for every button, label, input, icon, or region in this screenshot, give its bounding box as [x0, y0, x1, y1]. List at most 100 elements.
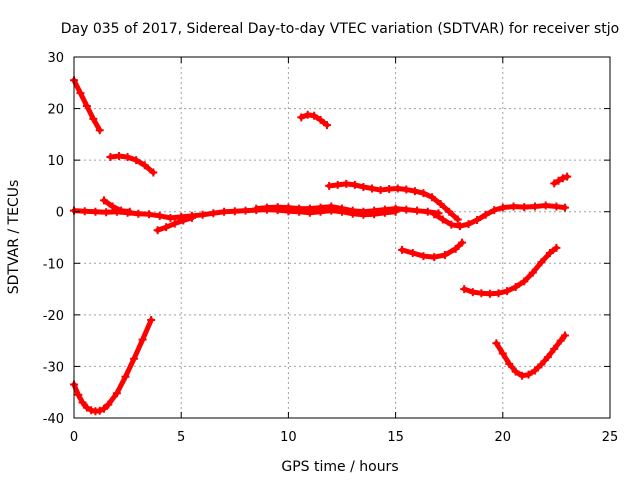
data-point — [220, 207, 229, 216]
data-point — [295, 204, 304, 213]
data-point — [541, 201, 550, 210]
data-point — [241, 206, 250, 215]
data-point — [297, 113, 306, 122]
y-tick-label: 20 — [47, 103, 64, 118]
data-point — [520, 277, 529, 286]
series-trace — [493, 332, 568, 379]
data-point — [518, 371, 527, 380]
data-point — [155, 211, 164, 220]
series-trace — [326, 181, 461, 222]
x-tick-label: 20 — [495, 430, 512, 445]
chart-title: Day 035 of 2017, Sidereal Day-to-day VTE… — [61, 21, 619, 37]
x-tick-label: 10 — [280, 430, 297, 445]
data-point — [316, 203, 325, 212]
data-point — [342, 179, 351, 188]
data-point — [82, 403, 91, 412]
series-arc-e — [153, 213, 196, 235]
series-arc-n — [550, 172, 572, 188]
data-point — [359, 207, 368, 216]
grid-lines — [74, 57, 610, 418]
data-point — [490, 206, 499, 215]
y-tick-label: -10 — [43, 257, 64, 272]
data-point — [198, 210, 207, 219]
data-point — [112, 389, 121, 398]
data-point — [560, 331, 569, 340]
series-trace — [107, 153, 156, 176]
data-point — [123, 153, 132, 162]
data-point — [305, 204, 314, 213]
series-arc-a — [70, 76, 104, 135]
data-point — [460, 285, 469, 294]
data-point — [162, 223, 171, 232]
data-point — [398, 245, 407, 254]
data-point — [262, 203, 271, 212]
data-point — [350, 180, 359, 189]
data-point — [505, 359, 514, 368]
data-point — [100, 196, 109, 205]
data-point — [327, 202, 336, 211]
y-tick-label: 0 — [56, 206, 64, 221]
data-point — [413, 206, 422, 215]
y-tick-label: -30 — [43, 360, 64, 375]
data-point — [87, 406, 96, 415]
data-point — [498, 349, 507, 358]
data-point — [166, 213, 175, 222]
data-point — [447, 220, 456, 229]
data-point — [552, 202, 561, 211]
data-point — [473, 215, 482, 224]
series-arc-l — [460, 243, 561, 298]
data-point — [445, 207, 454, 216]
data-point — [402, 205, 411, 214]
data-point — [170, 219, 179, 228]
data-point — [130, 354, 139, 363]
data-point — [153, 226, 162, 235]
data-point — [140, 161, 149, 170]
series-arc-m — [492, 331, 569, 380]
data-point — [503, 287, 512, 296]
data-point — [121, 372, 130, 381]
data-point — [102, 208, 111, 217]
data-point — [451, 244, 460, 253]
series-arc-b — [106, 152, 158, 177]
data-point — [494, 289, 503, 298]
data-point — [91, 207, 100, 216]
data-point — [477, 289, 486, 298]
y-tick-label: 10 — [47, 154, 64, 169]
data-point — [147, 316, 156, 325]
data-point — [380, 205, 389, 214]
data-point — [95, 406, 104, 415]
data-point — [138, 335, 147, 344]
data-point — [284, 203, 293, 212]
data-point — [537, 360, 546, 369]
x-tick-label: 15 — [387, 430, 404, 445]
data-point — [80, 207, 89, 216]
series-trace — [399, 240, 465, 260]
data-point — [89, 114, 98, 123]
data-point — [132, 156, 141, 165]
data-point — [410, 187, 419, 196]
data-point — [511, 367, 520, 376]
data-point — [438, 215, 447, 224]
data-point — [370, 206, 379, 215]
series-arc-i — [325, 179, 462, 224]
data-point — [348, 206, 357, 215]
y-tick-label: 30 — [47, 51, 64, 66]
data-point — [338, 204, 346, 213]
data-point — [481, 210, 490, 219]
data-point — [554, 176, 563, 185]
axis-ticks: 0 5 10 15 20 25 -40 -30 -20 -10 0 10 20 30 — [43, 51, 619, 445]
x-tick-label: 5 — [177, 430, 185, 445]
data-point — [78, 398, 87, 407]
x-tick-label: 0 — [70, 430, 78, 445]
data-point — [385, 185, 394, 194]
data-point — [563, 172, 572, 181]
x-axis-label: GPS time / hours — [281, 459, 398, 475]
data-point — [511, 283, 520, 292]
data-point — [252, 204, 261, 213]
data-point — [419, 252, 428, 261]
data-point — [520, 203, 529, 212]
data-point — [485, 289, 494, 298]
data-point — [428, 193, 437, 202]
data-point — [134, 209, 143, 218]
